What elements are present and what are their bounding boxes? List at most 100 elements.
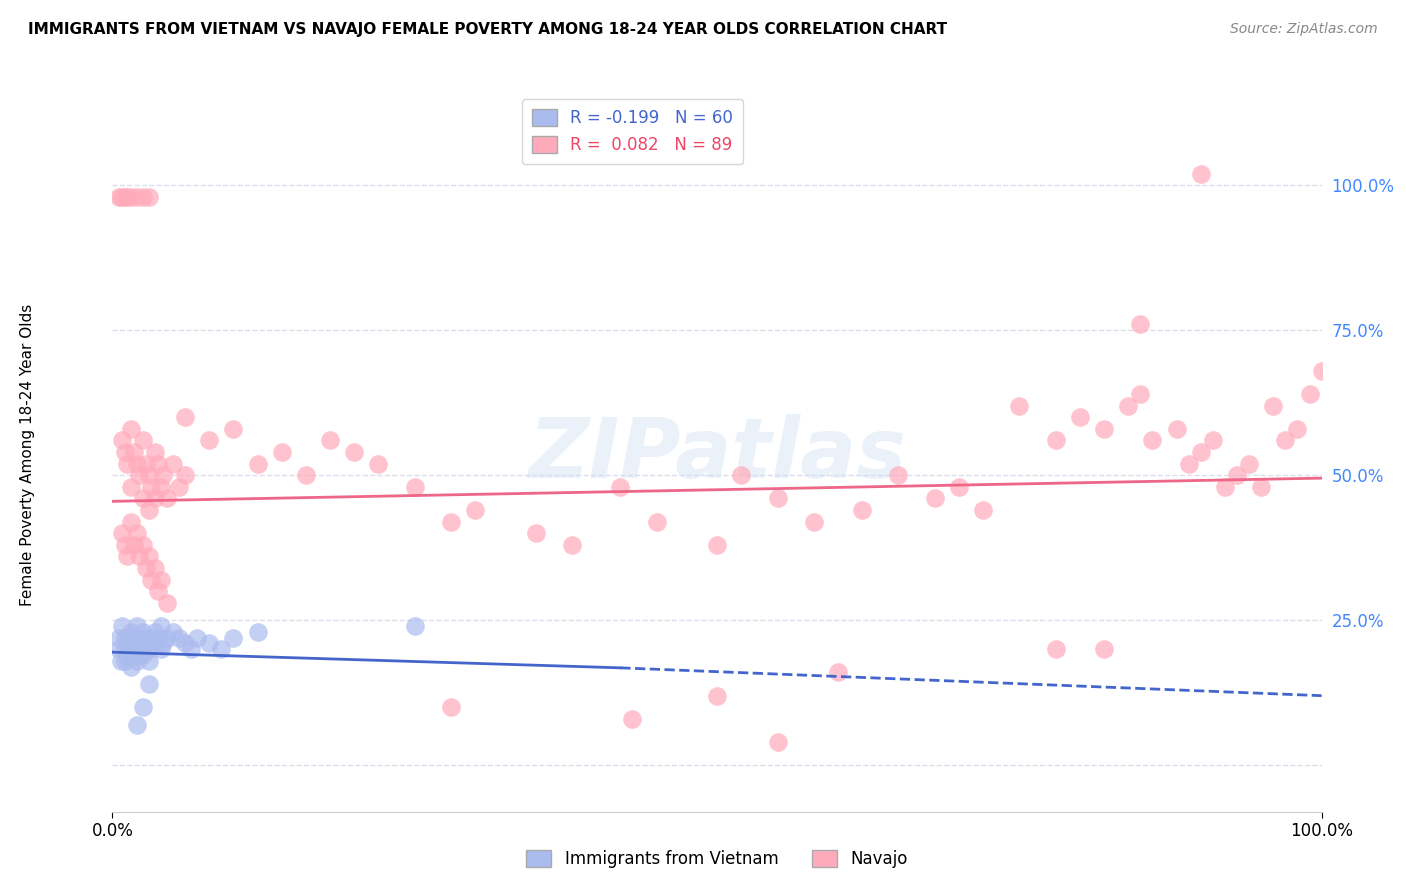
- Point: [180, 642, 202, 657]
- Point: [132, 642, 155, 657]
- Point: [1189, 445, 1212, 459]
- Point: [162, 624, 184, 639]
- Point: [167, 480, 190, 494]
- Point: [129, 642, 152, 657]
- Point: [1177, 457, 1199, 471]
- Point: [115, 648, 138, 662]
- Point: [1116, 399, 1139, 413]
- Point: [128, 642, 150, 657]
- Text: Source: ZipAtlas.com: Source: ZipAtlas.com: [1230, 22, 1378, 37]
- Point: [198, 636, 221, 650]
- Point: [138, 654, 160, 668]
- Point: [1213, 480, 1236, 494]
- Point: [1166, 422, 1188, 436]
- Point: [148, 631, 170, 645]
- Point: [125, 631, 148, 645]
- Point: [120, 515, 142, 529]
- Point: [127, 636, 149, 650]
- Point: [114, 538, 136, 552]
- Point: [1045, 642, 1067, 657]
- Point: [1310, 364, 1333, 378]
- Point: [128, 468, 150, 483]
- Point: [561, 538, 583, 552]
- Point: [120, 422, 142, 436]
- Point: [138, 468, 160, 483]
- Point: [162, 457, 184, 471]
- Point: [645, 515, 668, 529]
- Point: [125, 190, 148, 204]
- Point: [706, 538, 728, 552]
- Point: [107, 631, 129, 645]
- Point: [143, 561, 166, 575]
- Point: [1092, 642, 1115, 657]
- Point: [766, 735, 789, 749]
- Point: [118, 642, 141, 657]
- Point: [114, 445, 136, 459]
- Point: [1069, 410, 1091, 425]
- Point: [120, 190, 142, 204]
- Point: [122, 648, 145, 662]
- Point: [1286, 422, 1309, 436]
- Point: [1142, 434, 1164, 448]
- Point: [120, 624, 142, 639]
- Point: [319, 434, 342, 448]
- Point: [440, 700, 463, 714]
- Point: [114, 631, 136, 645]
- Text: ZIPatlas: ZIPatlas: [529, 415, 905, 495]
- Point: [114, 642, 136, 657]
- Point: [120, 636, 142, 650]
- Point: [122, 445, 145, 459]
- Point: [621, 712, 644, 726]
- Point: [1129, 318, 1152, 332]
- Point: [1129, 387, 1152, 401]
- Point: [1189, 167, 1212, 181]
- Point: [1202, 434, 1225, 448]
- Point: [120, 659, 142, 673]
- Point: [135, 561, 157, 575]
- Point: [122, 636, 145, 650]
- Point: [1250, 480, 1272, 494]
- Point: [167, 631, 190, 645]
- Point: [149, 573, 172, 587]
- Point: [132, 434, 155, 448]
- Point: [464, 503, 486, 517]
- Point: [115, 457, 138, 471]
- Point: [125, 526, 148, 541]
- Point: [114, 654, 136, 668]
- Point: [222, 631, 245, 645]
- Point: [132, 700, 155, 714]
- Text: IMMIGRANTS FROM VIETNAM VS NAVAJO FEMALE POVERTY AMONG 18-24 YEAR OLDS CORRELATI: IMMIGRANTS FROM VIETNAM VS NAVAJO FEMALE…: [28, 22, 948, 37]
- Point: [143, 636, 166, 650]
- Point: [110, 190, 132, 204]
- Point: [120, 648, 142, 662]
- Point: [129, 631, 152, 645]
- Point: [135, 457, 157, 471]
- Point: [148, 584, 170, 599]
- Point: [110, 654, 132, 668]
- Point: [1298, 387, 1320, 401]
- Point: [107, 642, 129, 657]
- Point: [924, 491, 946, 506]
- Point: [132, 190, 155, 204]
- Point: [1226, 468, 1249, 483]
- Point: [138, 631, 160, 645]
- Point: [827, 665, 849, 680]
- Point: [143, 624, 166, 639]
- Point: [1274, 434, 1296, 448]
- Point: [156, 596, 179, 610]
- Point: [122, 642, 145, 657]
- Point: [143, 445, 166, 459]
- Point: [766, 491, 789, 506]
- Point: [125, 654, 148, 668]
- Point: [295, 468, 318, 483]
- Point: [156, 631, 179, 645]
- Point: [124, 631, 146, 645]
- Point: [1045, 434, 1067, 448]
- Point: [138, 190, 160, 204]
- Point: [149, 642, 172, 657]
- Point: [138, 549, 160, 564]
- Point: [134, 631, 156, 645]
- Point: [270, 445, 292, 459]
- Point: [972, 503, 994, 517]
- Point: [114, 190, 136, 204]
